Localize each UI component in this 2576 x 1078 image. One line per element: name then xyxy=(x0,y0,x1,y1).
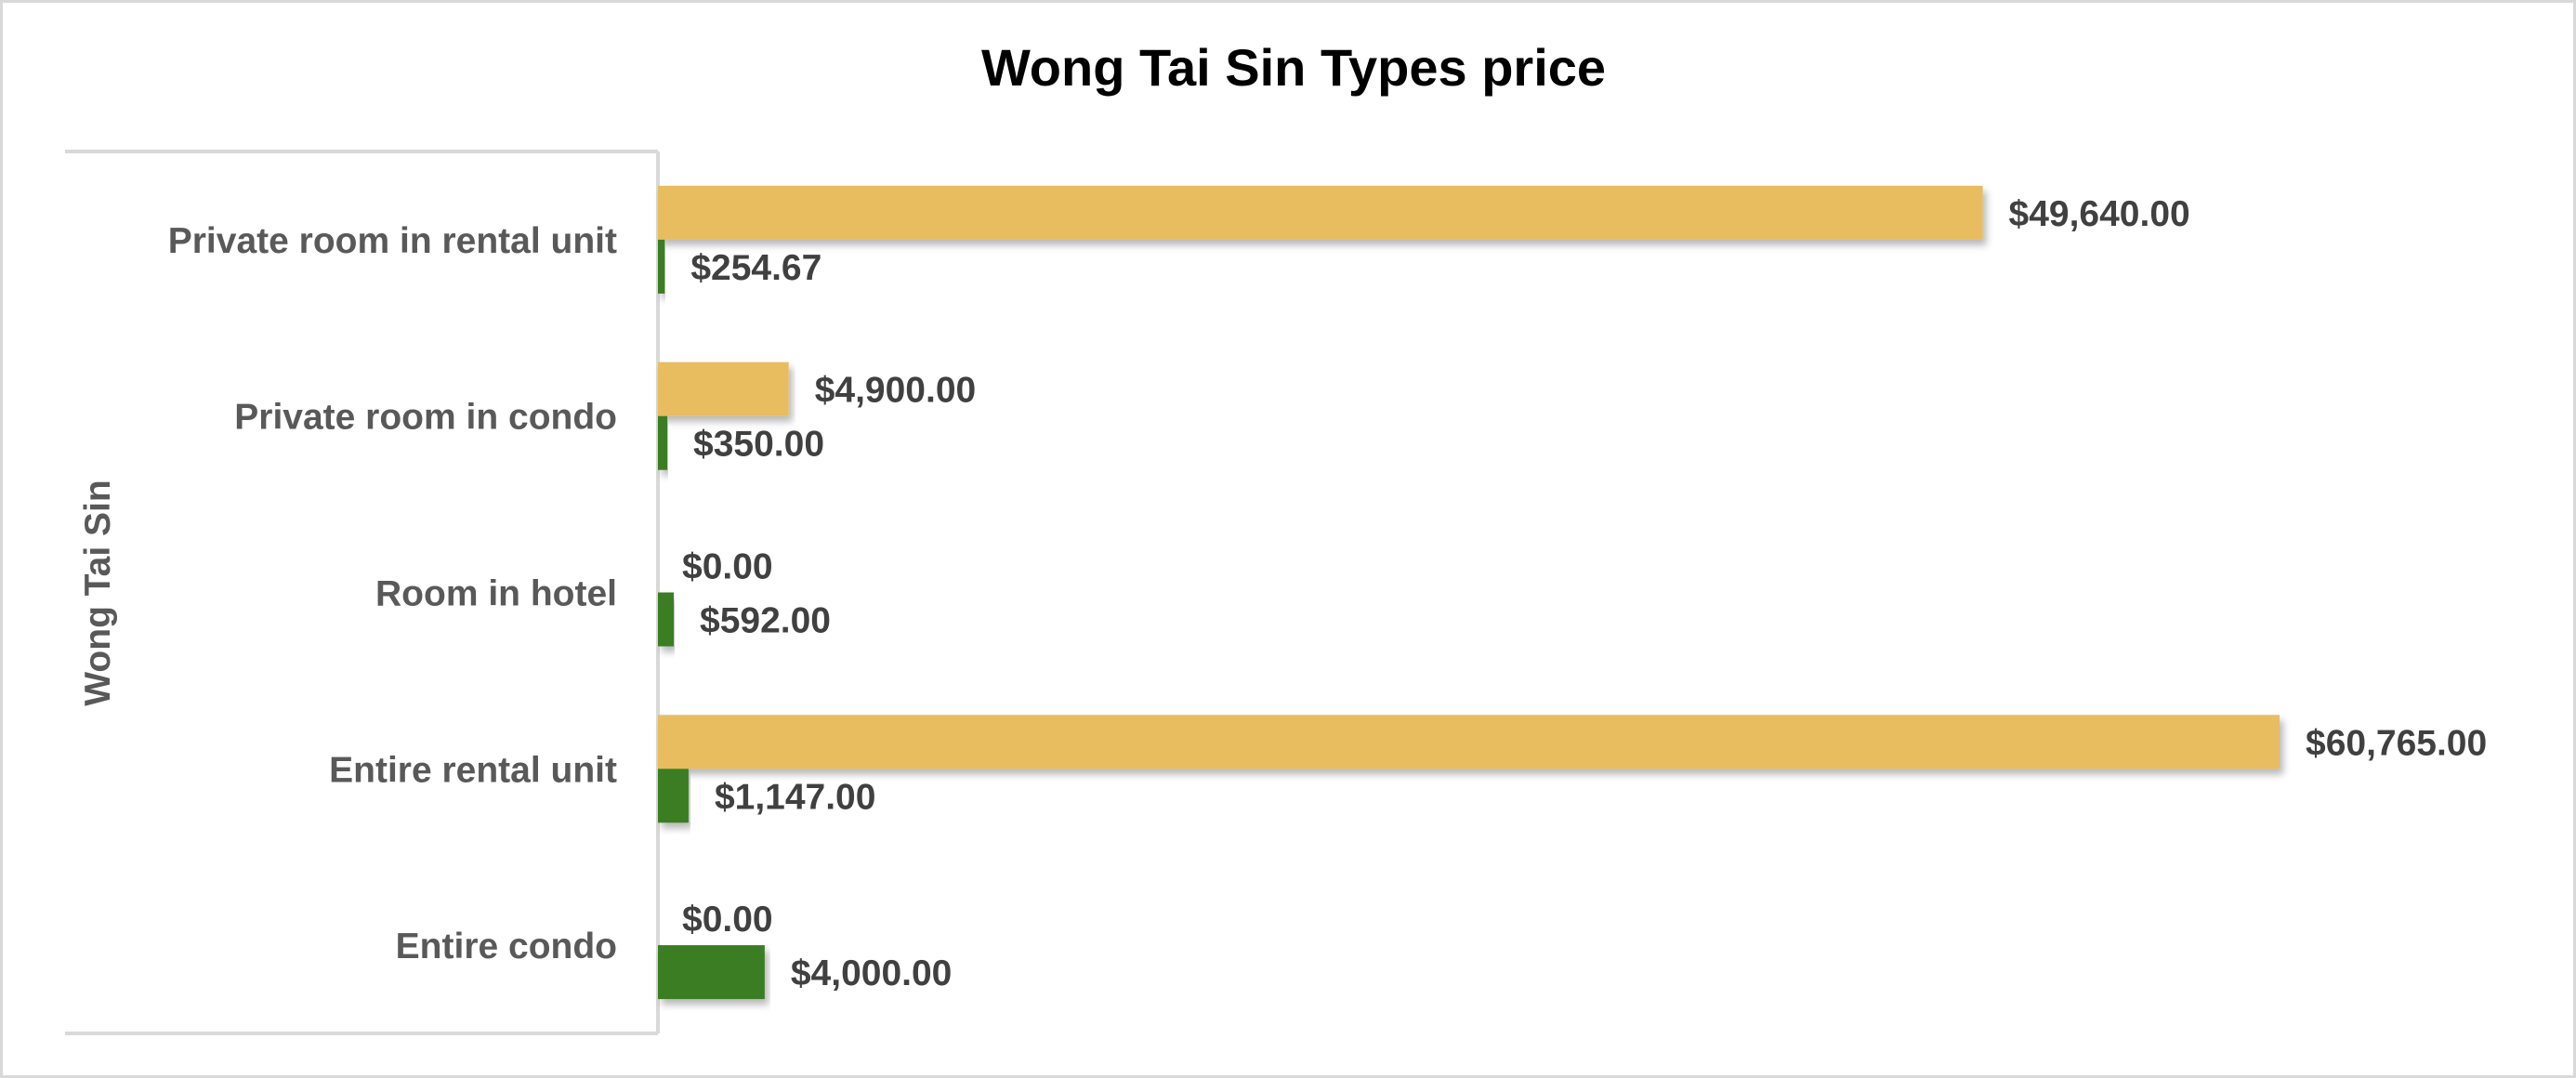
bar xyxy=(658,362,789,416)
bar xyxy=(658,239,665,294)
data-label: $1,147.00 xyxy=(715,777,876,817)
data-label: $4,000.00 xyxy=(791,953,953,993)
bar xyxy=(658,715,2280,769)
category-label: Entire condo xyxy=(396,927,617,966)
data-label: $254.67 xyxy=(690,248,821,288)
data-label: $0.00 xyxy=(682,547,773,587)
bars xyxy=(658,185,2280,1000)
data-label: $592.00 xyxy=(700,601,831,641)
bar xyxy=(658,945,765,1000)
category-labels: Private room in rental unit Private room … xyxy=(168,221,617,966)
bar xyxy=(658,415,668,470)
category-label: Room in hotel xyxy=(375,574,617,614)
data-label: $350.00 xyxy=(693,425,824,465)
data-label: $49,640.00 xyxy=(2009,194,2190,234)
category-label: Private room in rental unit xyxy=(168,221,617,261)
data-label: $4,900.00 xyxy=(815,371,977,411)
data-label: $0.00 xyxy=(682,900,773,940)
data-label: $60,765.00 xyxy=(2306,723,2487,763)
chart-title: Wong Tai Sin Types price xyxy=(981,38,1606,97)
bar xyxy=(658,592,675,647)
bar xyxy=(658,185,1983,240)
category-label: Entire rental unit xyxy=(329,750,617,790)
bar xyxy=(658,769,689,823)
category-label: Private room in condo xyxy=(234,398,617,438)
group-axis-label: Wong Tai Sin xyxy=(78,480,118,705)
data-labels: $49,640.00 $254.67 $4,900.00 $350.00 $0.00 $5… xyxy=(682,194,2487,993)
